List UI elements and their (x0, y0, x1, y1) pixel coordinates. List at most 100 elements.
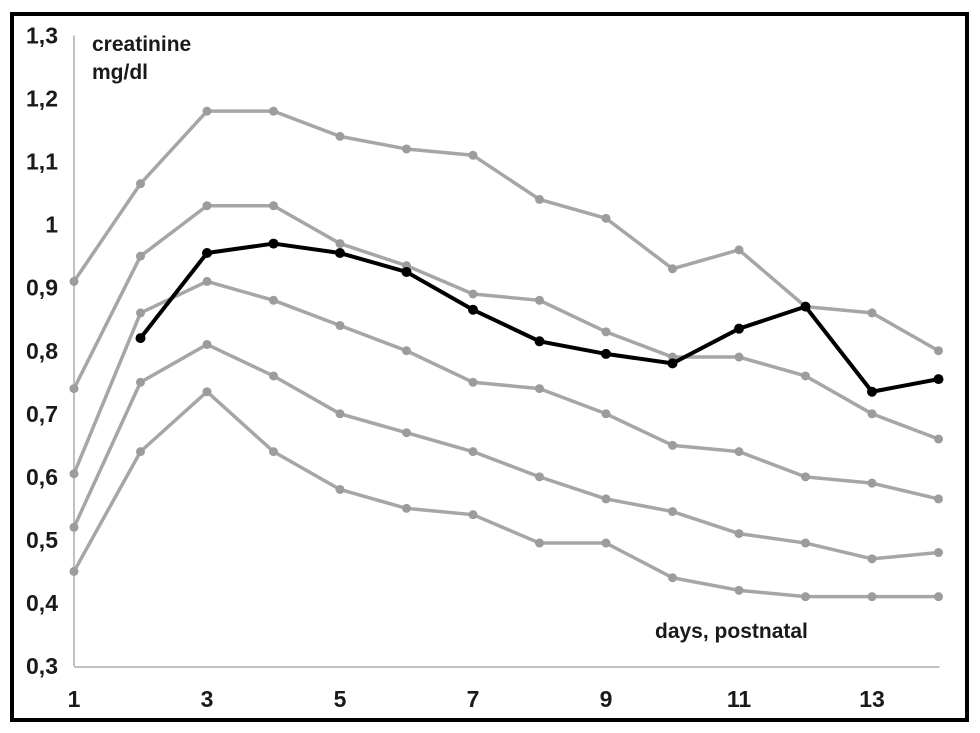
x-tick-label: 13 (859, 686, 885, 712)
series-percentile-curve-4 (69, 339, 943, 564)
data-point (202, 276, 212, 286)
data-point (136, 377, 145, 387)
chart-title: creatinine (92, 33, 192, 56)
y-tick-label: 0,7 (26, 401, 58, 427)
data-point (534, 336, 545, 347)
data-point (801, 538, 810, 548)
data-point (601, 327, 611, 337)
data-point (202, 201, 212, 211)
series-percentile-curve-2 (69, 201, 943, 444)
chart-title-unit: mg/dl (92, 61, 148, 84)
data-point (867, 592, 877, 602)
data-point (335, 321, 345, 331)
data-point (934, 592, 943, 602)
data-point (402, 428, 411, 438)
data-point (535, 472, 544, 482)
data-point (934, 494, 943, 504)
series-line-percentile-curve-2 (72, 203, 941, 441)
data-point (402, 346, 411, 356)
x-tick-label: 5 (334, 686, 347, 712)
data-point (335, 409, 345, 419)
y-tick-label: 1,1 (26, 149, 58, 175)
data-point (734, 447, 744, 457)
data-point (934, 548, 943, 558)
data-point (468, 289, 478, 299)
y-tick-label: 0,8 (26, 338, 58, 364)
data-point (335, 484, 345, 494)
data-point (69, 469, 79, 479)
x-tick-label: 9 (600, 686, 613, 712)
data-point (135, 333, 146, 344)
data-point (734, 352, 744, 362)
data-point (933, 374, 944, 385)
data-point (601, 409, 611, 419)
data-point (668, 507, 677, 517)
data-point (535, 538, 544, 548)
data-point (69, 566, 79, 576)
data-point (668, 573, 677, 583)
data-point (934, 346, 943, 356)
data-point (269, 447, 278, 457)
series-percentile-curve-middle (69, 276, 943, 504)
data-point (535, 194, 544, 204)
data-point (535, 384, 544, 394)
series-percentile-curve-upper (69, 106, 943, 356)
series-line-percentile-curve-lower (72, 389, 941, 599)
y-tick-label: 0,4 (26, 590, 58, 616)
data-point (800, 301, 811, 312)
y-tick-label: 0,9 (26, 275, 58, 301)
x-tick-label: 11 (727, 686, 752, 712)
data-point (69, 276, 79, 286)
data-point (269, 371, 278, 381)
data-point (934, 434, 943, 444)
data-point (468, 510, 478, 520)
data-point (601, 494, 611, 504)
x-tick-label: 7 (467, 686, 480, 712)
y-tick-label: 1,3 (26, 23, 58, 49)
x-tick-label: 3 (201, 686, 214, 712)
data-point (202, 339, 212, 349)
data-point (601, 538, 611, 548)
data-point (335, 248, 345, 259)
data-point (269, 106, 278, 116)
series-line-percentile-curve-upper (72, 109, 941, 353)
data-point (468, 377, 478, 387)
data-point (734, 529, 744, 539)
data-point (136, 308, 145, 318)
data-point (468, 150, 478, 160)
data-point (202, 248, 212, 259)
data-point (801, 371, 810, 381)
y-tick-label: 1 (45, 212, 58, 238)
data-point (867, 478, 877, 488)
series-patient-creatinine-curve (135, 238, 944, 397)
data-point (401, 266, 412, 277)
data-point (269, 201, 278, 211)
y-tick-label: 1,2 (26, 86, 58, 112)
x-tick-label: 1 (68, 686, 81, 712)
data-point (136, 179, 145, 189)
data-point (69, 522, 79, 532)
data-point (136, 251, 145, 261)
data-point (734, 585, 744, 595)
data-point (136, 447, 145, 457)
y-tick-label: 0,6 (26, 464, 58, 490)
y-tick-label: 0,5 (26, 527, 58, 553)
data-point (202, 387, 212, 397)
data-point (468, 447, 478, 457)
data-point (734, 323, 744, 334)
data-point (734, 245, 744, 255)
data-point (601, 213, 611, 223)
data-point (867, 554, 877, 564)
data-point (335, 131, 345, 141)
series-percentile-curve-lower (69, 387, 943, 602)
data-point (668, 264, 677, 274)
data-point (801, 472, 810, 482)
data-point (668, 440, 677, 450)
data-point (867, 308, 877, 318)
data-point (202, 106, 212, 116)
data-point (601, 348, 611, 359)
data-point (335, 239, 345, 249)
data-point (402, 144, 411, 154)
data-point (69, 384, 79, 394)
